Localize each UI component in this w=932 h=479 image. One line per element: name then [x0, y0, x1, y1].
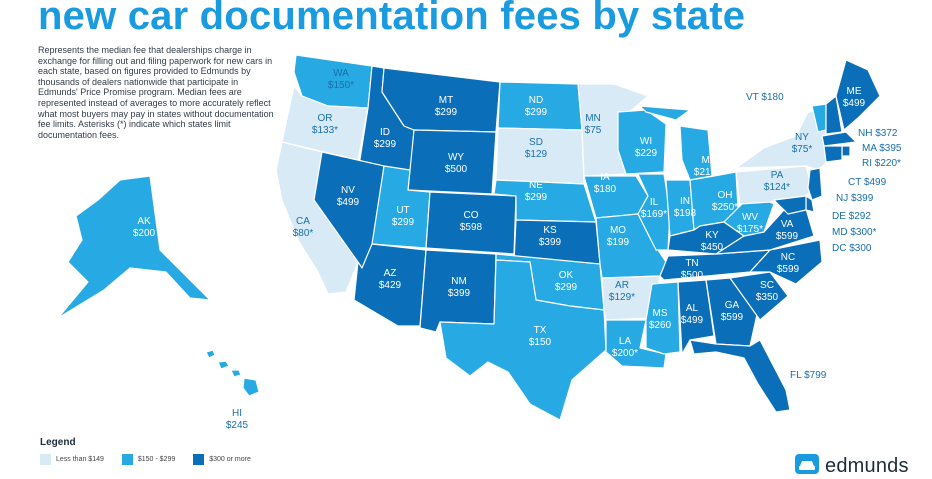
label-va: VA $599 — [775, 219, 799, 242]
label-ia: IA $180 — [593, 172, 617, 195]
label-nm: NM $399 — [447, 276, 471, 299]
label-md: MD $300* — [832, 227, 877, 238]
label-ma: MA $395 — [862, 143, 902, 154]
state-pa[interactable] — [735, 165, 813, 205]
label-hi: HI $245 — [225, 408, 249, 431]
state-ak[interactable] — [57, 175, 211, 319]
legend-label: $150 - $299 — [137, 456, 176, 463]
legend: Less than $149 $150 - $299 $300 or more — [40, 454, 251, 465]
legend-label: $300 or more — [209, 456, 251, 463]
state-me[interactable] — [835, 59, 881, 131]
label-tx: TX $150 — [528, 325, 552, 348]
label-ky: KY $450 — [700, 230, 724, 253]
label-ks: KS $399 — [538, 225, 562, 248]
state-va[interactable] — [715, 201, 815, 255]
state-al[interactable] — [677, 279, 715, 355]
label-sc: SC $350 — [755, 280, 779, 303]
label-mo: MO $199 — [606, 225, 630, 248]
label-ny: NY $75* — [791, 132, 813, 155]
label-ak: AK $200 — [132, 216, 156, 239]
label-ca: CA $80* — [292, 216, 314, 239]
state-nh[interactable] — [825, 95, 843, 135]
label-co: CO $598 — [459, 210, 483, 233]
legend-swatch — [121, 454, 133, 465]
legend-swatch — [40, 454, 51, 465]
map-description: Represents the median fee that dealershi… — [38, 45, 274, 140]
label-az: AZ $429 — [378, 268, 402, 291]
label-ct: CT $499 — [848, 177, 887, 188]
label-wy: WY $500 — [444, 152, 468, 175]
state-tx[interactable] — [439, 259, 607, 421]
label-nv: NV $499 — [336, 185, 360, 208]
label-la: LA $200* — [611, 336, 639, 359]
label-fl: FL $799 — [790, 370, 827, 381]
state-sc[interactable] — [729, 271, 789, 321]
label-wv: WV $175* — [736, 212, 764, 235]
label-dc: DC $300 — [832, 243, 872, 254]
state-ct[interactable] — [823, 145, 843, 163]
state-nj[interactable] — [807, 167, 823, 201]
label-wi: WI $229 — [634, 136, 658, 159]
brand-name: edmunds — [825, 455, 909, 477]
state-md[interactable] — [773, 195, 807, 215]
label-me: ME $499 — [842, 86, 866, 109]
label-de: DE $292 — [832, 211, 871, 222]
label-nd: ND $299 — [524, 95, 548, 118]
car-icon — [795, 454, 819, 479]
label-ms: MS $260 — [648, 308, 672, 331]
legend-item-mid: $150 - $299 — [121, 454, 176, 465]
state-ri[interactable] — [841, 145, 851, 157]
state-hi[interactable] — [205, 349, 260, 397]
label-sd: SD $129 — [524, 137, 548, 160]
label-nh: NH $372 — [858, 128, 898, 139]
label-pa: PA $124* — [763, 170, 791, 193]
label-mi: MI $210* — [693, 155, 721, 178]
legend-label: Less than $149 — [56, 456, 104, 463]
label-vt: VT $180 — [746, 92, 784, 103]
label-ar: AR $129* — [608, 280, 636, 303]
label-oh: OH $250* — [711, 190, 739, 213]
label-tn: TN $500 — [680, 258, 704, 281]
label-in: IN $198 — [673, 196, 697, 219]
label-ok: OK $299 — [554, 270, 578, 293]
label-ne: NE $299 — [524, 180, 548, 203]
legend-title: Legend — [40, 437, 76, 448]
label-wa: WA $150* — [327, 68, 355, 91]
label-il: IL $169* — [640, 197, 668, 220]
label-nc: NC $599 — [776, 252, 800, 275]
label-or: OR $133* — [311, 113, 339, 136]
label-al: AL $499 — [680, 303, 704, 326]
state-ar[interactable] — [601, 275, 661, 321]
legend-item-low: Less than $149 — [40, 454, 104, 465]
legend-swatch — [193, 454, 205, 465]
page-title: new car documentation fees by state — [38, 0, 746, 38]
label-nj: NJ $399 — [836, 193, 874, 204]
state-ga[interactable] — [705, 277, 759, 347]
label-ut: UT $299 — [391, 205, 415, 228]
state-fl[interactable] — [689, 339, 791, 413]
label-mn: MN $75 — [584, 113, 602, 136]
state-il[interactable] — [637, 173, 671, 251]
edmunds-logo: edmunds — [795, 454, 909, 479]
state-ma[interactable] — [821, 131, 857, 147]
label-mt: MT $299 — [434, 95, 458, 118]
label-ri: RI $220* — [862, 158, 901, 169]
label-id: ID $299 — [373, 127, 397, 150]
state-la[interactable] — [605, 319, 667, 369]
legend-item-high: $300 or more — [193, 454, 251, 465]
label-ga: GA $599 — [720, 300, 744, 323]
